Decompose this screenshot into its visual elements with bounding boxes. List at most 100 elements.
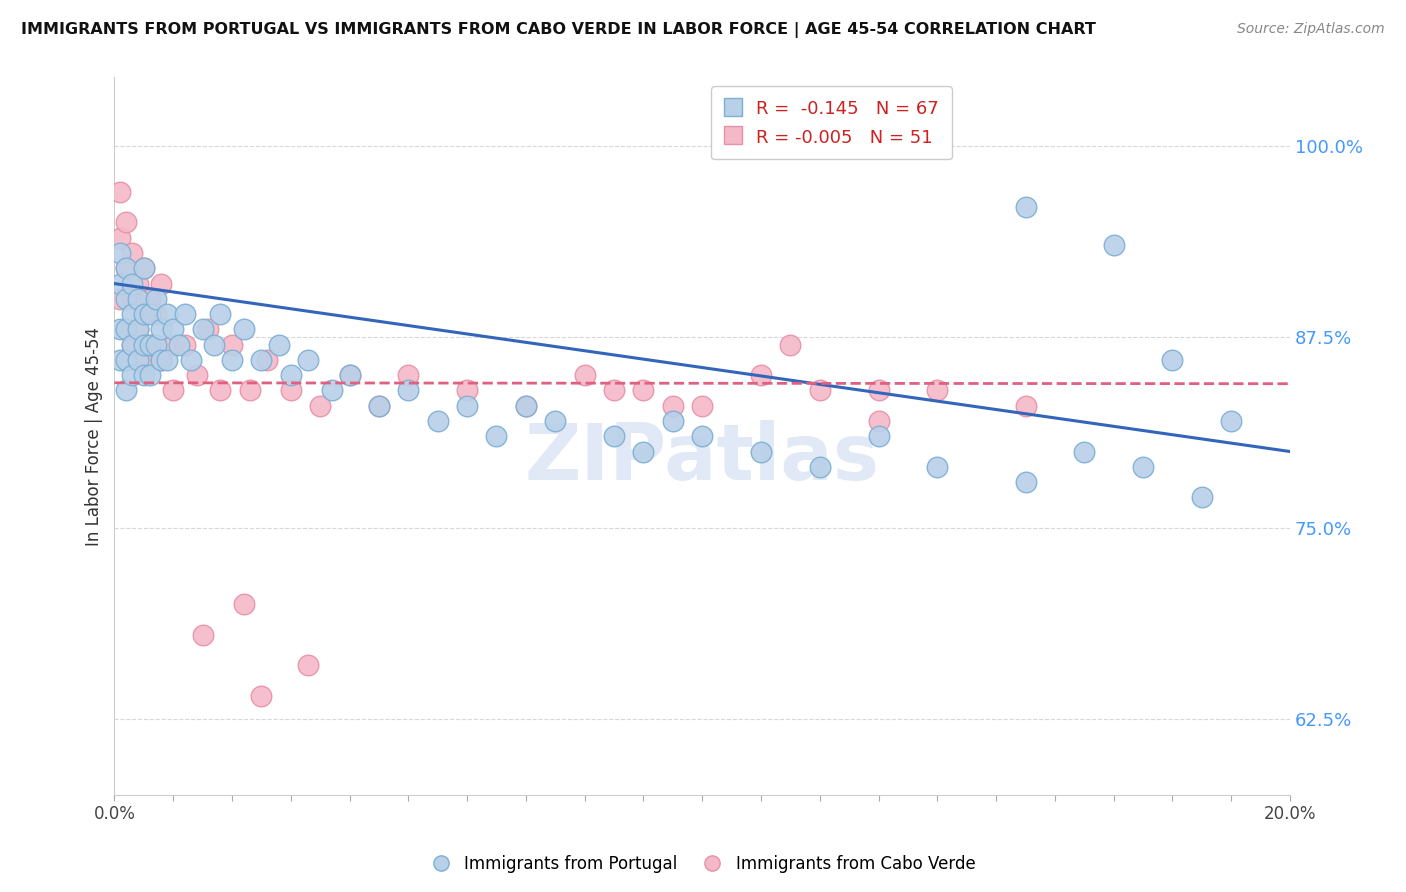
Point bbox=[115, 384, 138, 398]
Point bbox=[603, 384, 626, 398]
Point bbox=[191, 322, 214, 336]
Point bbox=[280, 384, 302, 398]
Point bbox=[132, 337, 155, 351]
Point bbox=[138, 337, 160, 351]
Point bbox=[256, 352, 278, 367]
Point bbox=[121, 292, 143, 306]
Point bbox=[868, 429, 890, 443]
Point bbox=[209, 384, 232, 398]
Point bbox=[162, 322, 184, 336]
Point bbox=[121, 368, 143, 383]
Point bbox=[1014, 200, 1036, 214]
Point bbox=[138, 307, 160, 321]
Point bbox=[1191, 491, 1213, 505]
Point bbox=[868, 384, 890, 398]
Legend: R =  -0.145   N = 67, R = -0.005   N = 51: R = -0.145 N = 67, R = -0.005 N = 51 bbox=[711, 87, 952, 160]
Point bbox=[110, 322, 132, 336]
Point bbox=[186, 368, 208, 383]
Point bbox=[396, 368, 419, 383]
Point bbox=[191, 628, 214, 642]
Point bbox=[749, 444, 772, 458]
Point bbox=[779, 337, 801, 351]
Point bbox=[127, 322, 149, 336]
Point bbox=[297, 658, 319, 673]
Point bbox=[250, 352, 273, 367]
Point bbox=[1161, 352, 1184, 367]
Point bbox=[515, 399, 537, 413]
Point bbox=[127, 292, 149, 306]
Point bbox=[138, 292, 160, 306]
Point bbox=[115, 261, 138, 276]
Point bbox=[138, 368, 160, 383]
Point bbox=[1220, 414, 1243, 428]
Point bbox=[121, 246, 143, 260]
Point bbox=[115, 215, 138, 229]
Point bbox=[145, 337, 167, 351]
Point bbox=[115, 322, 138, 336]
Point bbox=[1073, 444, 1095, 458]
Point bbox=[121, 277, 143, 291]
Point bbox=[115, 261, 138, 276]
Point bbox=[202, 337, 225, 351]
Point bbox=[868, 414, 890, 428]
Point bbox=[603, 429, 626, 443]
Point bbox=[156, 307, 179, 321]
Point bbox=[339, 368, 361, 383]
Point bbox=[145, 307, 167, 321]
Point bbox=[221, 352, 243, 367]
Point bbox=[927, 459, 949, 474]
Point bbox=[174, 337, 197, 351]
Point bbox=[150, 352, 173, 367]
Point bbox=[132, 368, 155, 383]
Text: Source: ZipAtlas.com: Source: ZipAtlas.com bbox=[1237, 22, 1385, 37]
Point bbox=[232, 322, 254, 336]
Point bbox=[115, 322, 138, 336]
Point bbox=[321, 384, 343, 398]
Point bbox=[145, 292, 167, 306]
Point bbox=[110, 231, 132, 245]
Point bbox=[110, 352, 132, 367]
Point bbox=[121, 307, 143, 321]
Point bbox=[167, 337, 190, 351]
Point bbox=[1132, 459, 1154, 474]
Point bbox=[232, 597, 254, 611]
Point bbox=[221, 337, 243, 351]
Point bbox=[174, 307, 197, 321]
Point bbox=[162, 337, 184, 351]
Point bbox=[339, 368, 361, 383]
Point bbox=[150, 322, 173, 336]
Point bbox=[127, 322, 149, 336]
Point bbox=[426, 414, 449, 428]
Point bbox=[209, 307, 232, 321]
Point bbox=[110, 292, 132, 306]
Point bbox=[309, 399, 332, 413]
Point bbox=[132, 352, 155, 367]
Point bbox=[662, 399, 685, 413]
Point bbox=[633, 384, 655, 398]
Legend: Immigrants from Portugal, Immigrants from Cabo Verde: Immigrants from Portugal, Immigrants fro… bbox=[425, 848, 981, 880]
Point bbox=[368, 399, 391, 413]
Point bbox=[115, 352, 138, 367]
Point bbox=[197, 322, 219, 336]
Point bbox=[250, 689, 273, 703]
Point bbox=[121, 337, 143, 351]
Point bbox=[121, 337, 143, 351]
Point bbox=[132, 307, 155, 321]
Point bbox=[110, 246, 132, 260]
Point bbox=[749, 368, 772, 383]
Point bbox=[927, 384, 949, 398]
Point bbox=[456, 384, 478, 398]
Point bbox=[127, 352, 149, 367]
Point bbox=[132, 307, 155, 321]
Point bbox=[115, 292, 138, 306]
Point bbox=[280, 368, 302, 383]
Point bbox=[110, 277, 132, 291]
Text: IMMIGRANTS FROM PORTUGAL VS IMMIGRANTS FROM CABO VERDE IN LABOR FORCE | AGE 45-5: IMMIGRANTS FROM PORTUGAL VS IMMIGRANTS F… bbox=[21, 22, 1095, 38]
Point bbox=[690, 429, 713, 443]
Point bbox=[110, 185, 132, 199]
Point bbox=[132, 261, 155, 276]
Point bbox=[368, 399, 391, 413]
Text: ZIPatlas: ZIPatlas bbox=[524, 420, 880, 496]
Point bbox=[1102, 238, 1125, 252]
Point bbox=[690, 399, 713, 413]
